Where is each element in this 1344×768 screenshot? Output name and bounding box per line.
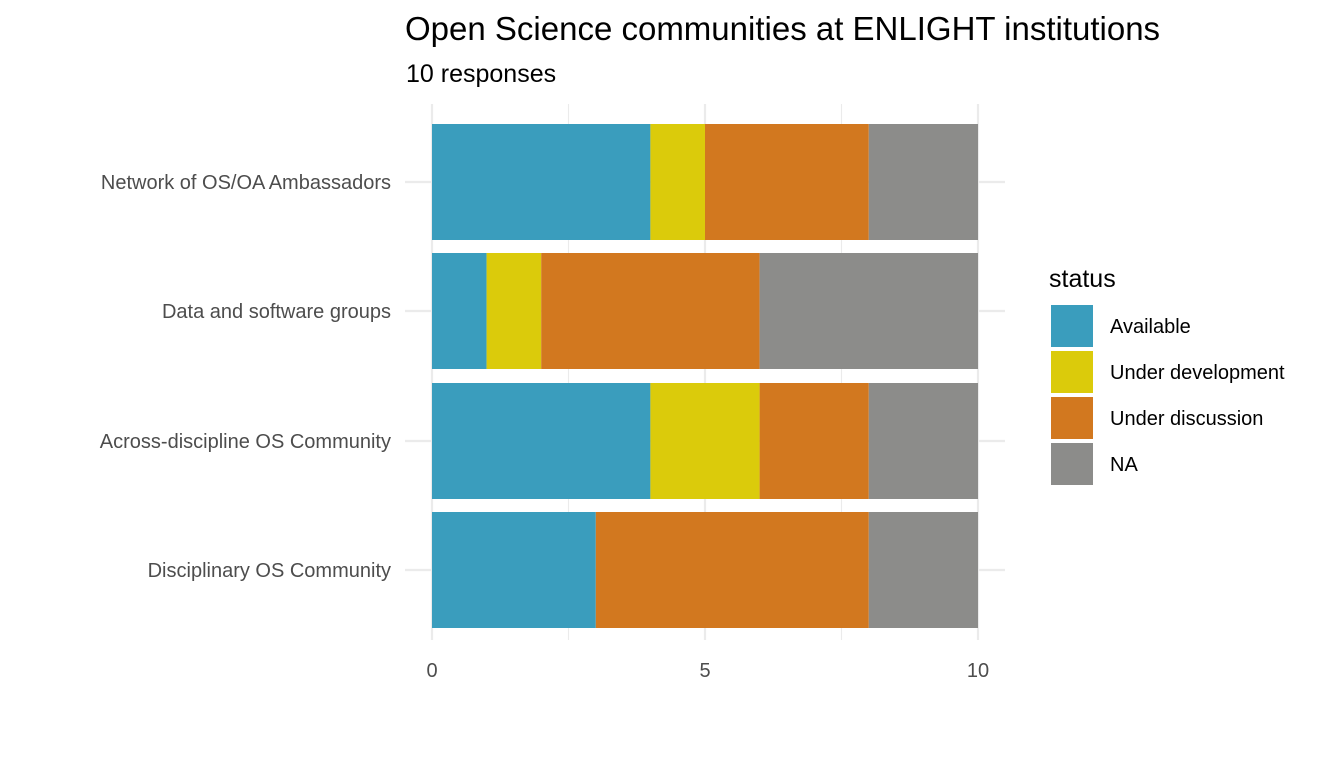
chart-subtitle: 10 responses bbox=[406, 60, 556, 88]
bar-3-na bbox=[868, 512, 978, 628]
bar-3-available bbox=[432, 512, 596, 628]
legend-key-under-discussion bbox=[1051, 397, 1093, 439]
bar-0-na bbox=[868, 124, 978, 240]
legend-label: Available bbox=[1110, 316, 1191, 338]
x-tick-label: 5 bbox=[699, 660, 710, 682]
bar-2-available bbox=[432, 383, 651, 499]
y-tick-label: Disciplinary OS Community bbox=[148, 560, 391, 582]
bar-1-under-development bbox=[486, 253, 542, 369]
y-axis-tick-labels: Network of OS/OA Ambassadors Data and sof… bbox=[100, 172, 391, 582]
bars bbox=[432, 124, 978, 628]
x-tick-label: 10 bbox=[967, 660, 989, 682]
legend-label: NA bbox=[1110, 454, 1138, 476]
bar-1-na bbox=[759, 253, 978, 369]
chart-title: Open Science communities at ENLIGHT inst… bbox=[405, 10, 1160, 47]
bar-1-available bbox=[432, 253, 487, 369]
bar-1-under-discussion bbox=[541, 253, 760, 369]
legend-label: Under development bbox=[1110, 362, 1285, 384]
bar-2-under-development bbox=[650, 383, 760, 499]
legend-title: status bbox=[1049, 265, 1116, 293]
bar-2-under-discussion bbox=[759, 383, 869, 499]
x-axis-tick-labels: 0 5 10 bbox=[426, 660, 989, 682]
bar-2-na bbox=[868, 383, 978, 499]
y-tick-label: Data and software groups bbox=[162, 301, 391, 323]
bar-0-under-development bbox=[650, 124, 705, 240]
legend-key-available bbox=[1051, 305, 1093, 347]
y-tick-label: Network of OS/OA Ambassadors bbox=[101, 172, 391, 194]
legend-label: Under discussion bbox=[1110, 408, 1263, 430]
y-tick-label: Across-discipline OS Community bbox=[100, 431, 391, 453]
bar-3-under-discussion bbox=[595, 512, 869, 628]
bar-0-under-discussion bbox=[705, 124, 869, 240]
bar-0-available bbox=[432, 124, 651, 240]
legend-key-under-development bbox=[1051, 351, 1093, 393]
legend-key-na bbox=[1051, 443, 1093, 485]
x-tick-label: 0 bbox=[426, 660, 437, 682]
legend: status Available Under development Under d… bbox=[1049, 265, 1285, 485]
